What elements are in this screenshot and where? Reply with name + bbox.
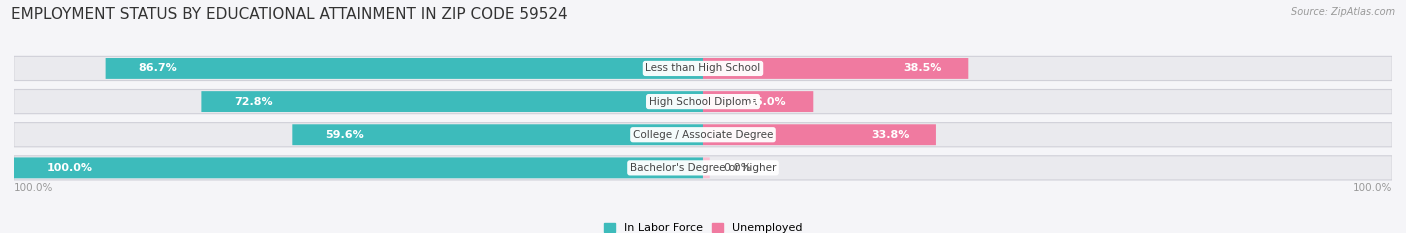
Text: 100.0%: 100.0%	[48, 163, 93, 173]
Text: 33.8%: 33.8%	[870, 130, 910, 140]
Text: 16.0%: 16.0%	[748, 97, 787, 106]
FancyBboxPatch shape	[14, 158, 703, 178]
FancyBboxPatch shape	[14, 89, 1392, 114]
Text: Source: ZipAtlas.com: Source: ZipAtlas.com	[1291, 7, 1395, 17]
Text: 86.7%: 86.7%	[139, 63, 177, 73]
Text: 100.0%: 100.0%	[1353, 183, 1392, 193]
FancyBboxPatch shape	[14, 156, 1392, 180]
Legend: In Labor Force, Unemployed: In Labor Force, Unemployed	[603, 223, 803, 233]
FancyBboxPatch shape	[201, 91, 703, 112]
Text: 59.6%: 59.6%	[326, 130, 364, 140]
FancyBboxPatch shape	[703, 91, 813, 112]
Text: 72.8%: 72.8%	[235, 97, 273, 106]
Text: 38.5%: 38.5%	[904, 63, 942, 73]
Text: 0.0%: 0.0%	[723, 163, 751, 173]
FancyBboxPatch shape	[703, 158, 710, 178]
Text: 100.0%: 100.0%	[14, 183, 53, 193]
Text: College / Associate Degree: College / Associate Degree	[633, 130, 773, 140]
FancyBboxPatch shape	[14, 56, 1392, 81]
Text: Bachelor's Degree or higher: Bachelor's Degree or higher	[630, 163, 776, 173]
FancyBboxPatch shape	[292, 124, 703, 145]
FancyBboxPatch shape	[703, 58, 969, 79]
Text: EMPLOYMENT STATUS BY EDUCATIONAL ATTAINMENT IN ZIP CODE 59524: EMPLOYMENT STATUS BY EDUCATIONAL ATTAINM…	[11, 7, 568, 22]
FancyBboxPatch shape	[14, 123, 1392, 147]
FancyBboxPatch shape	[703, 124, 936, 145]
FancyBboxPatch shape	[105, 58, 703, 79]
Text: High School Diploma: High School Diploma	[648, 97, 758, 106]
Text: Less than High School: Less than High School	[645, 63, 761, 73]
